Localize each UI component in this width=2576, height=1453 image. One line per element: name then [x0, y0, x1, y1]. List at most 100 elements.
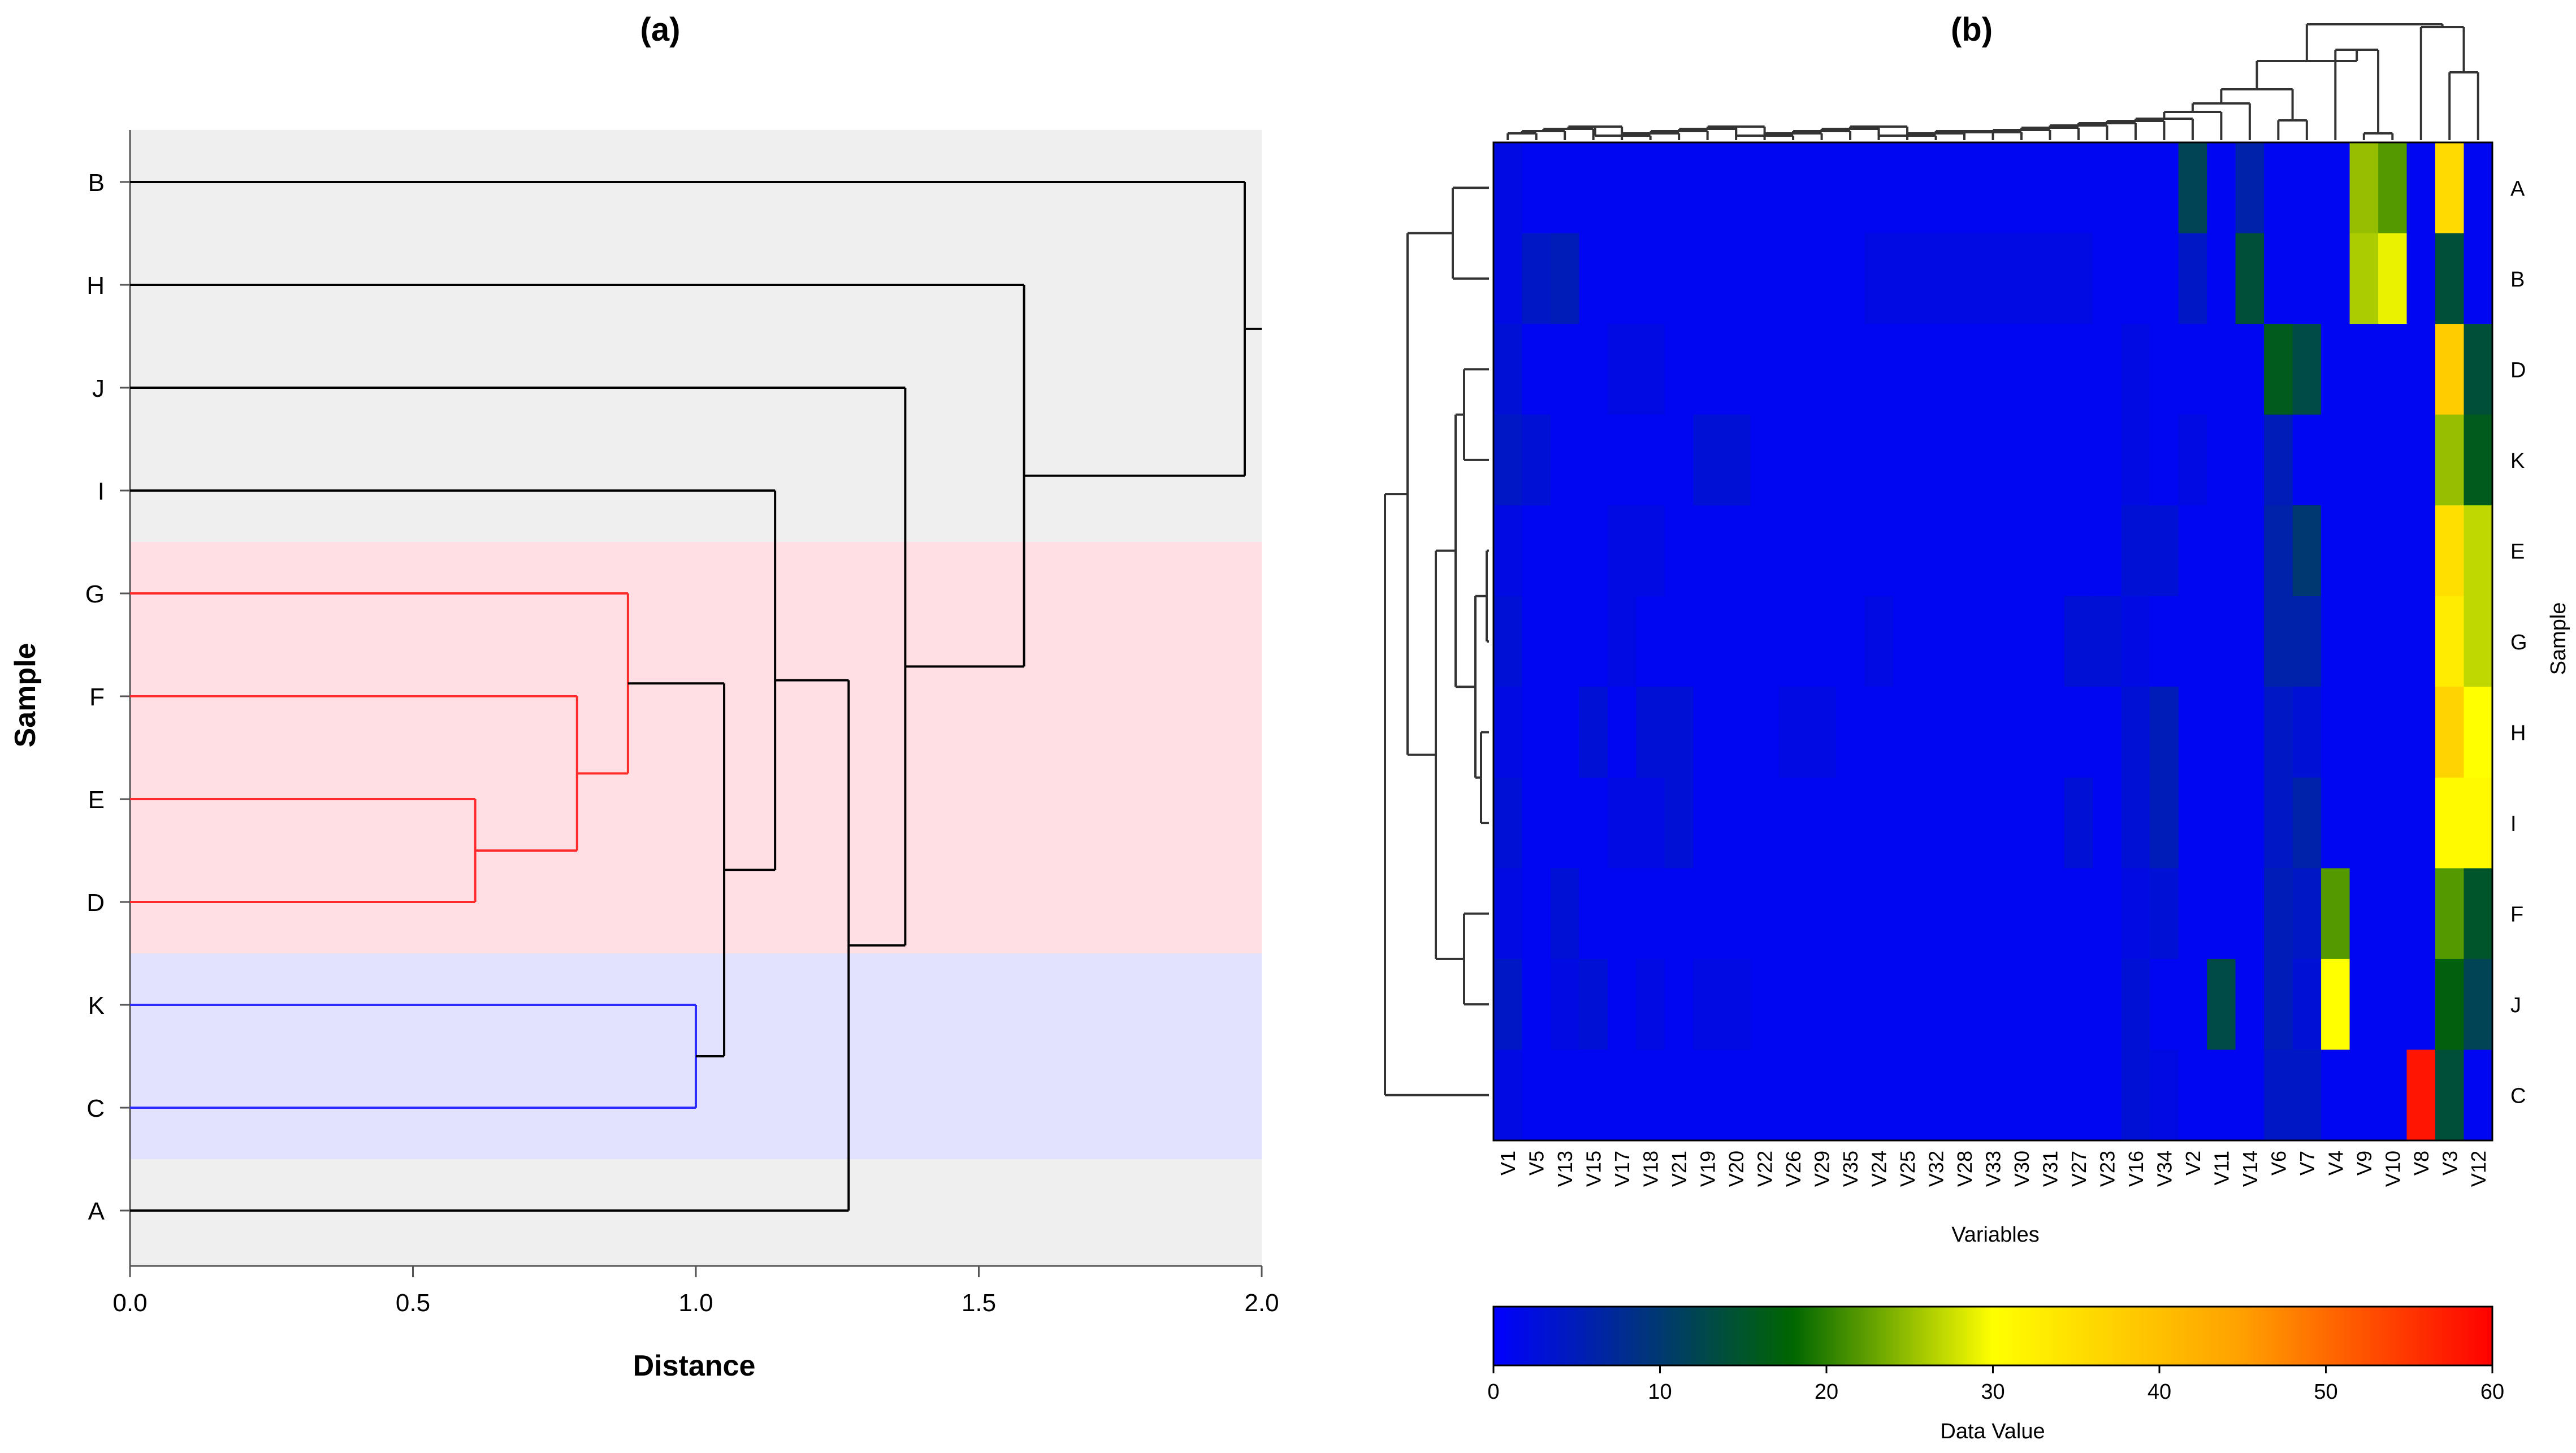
row-label: E: [2510, 540, 2525, 563]
row-label: H: [2510, 722, 2526, 745]
heatmap-cell: [2406, 596, 2436, 687]
heatmap-cell: [1978, 777, 2008, 869]
heatmap-cell: [1522, 414, 1551, 506]
heatmap-cell: [1835, 687, 1865, 778]
heatmap-cell: [2064, 777, 2093, 869]
heatmap-cell: [1864, 777, 1894, 869]
heatmap-cell: [1807, 1049, 1837, 1141]
heatmap-cell: [1664, 505, 1694, 597]
x-tick-label: 0.5: [396, 1289, 430, 1317]
y-tick-label: G: [85, 580, 105, 608]
heatmap-cell: [1607, 777, 1637, 869]
y-tick-label: B: [88, 169, 105, 197]
heatmap-cell: [1664, 868, 1694, 960]
column-label: V14: [2239, 1151, 2262, 1187]
heatmap-cell: [2007, 142, 2036, 234]
heatmap-cell: [1550, 505, 1580, 597]
heatmap-cell: [2349, 777, 2379, 869]
heatmap-cell: [1750, 868, 1780, 960]
heatmap-cell: [1978, 868, 2008, 960]
heatmap-cell: [1721, 777, 1751, 869]
column-label: V2: [2181, 1151, 2205, 1176]
heatmap-cell: [2007, 1049, 2036, 1141]
column-label: V9: [2353, 1151, 2376, 1176]
heatmap-cell: [2178, 777, 2207, 869]
heatmap-cell: [1750, 505, 1780, 597]
heatmap-cell: [2406, 142, 2436, 234]
heatmap-cell: [2235, 414, 2265, 506]
heatmap-cell: [2264, 596, 2293, 687]
heatmap-cell: [2150, 687, 2179, 778]
heatmap-cell: [2349, 1049, 2379, 1141]
heatmap-cell: [1807, 777, 1837, 869]
heatmap-cell: [2292, 687, 2322, 778]
column-label: V31: [2038, 1151, 2062, 1187]
heatmap-cell: [1579, 687, 1608, 778]
heatmap-cell: [1750, 958, 1780, 1051]
row-label: D: [2510, 358, 2526, 382]
heatmap-cell: [1693, 142, 1722, 234]
heatmap-cell: [2121, 777, 2150, 869]
heatmap-cell: [1693, 1049, 1722, 1141]
cluster-bands: [130, 130, 1262, 1266]
column-label: V5: [1525, 1151, 1548, 1176]
heatmap-cell: [2378, 142, 2408, 234]
heatmap-cell: [2464, 233, 2493, 324]
heatmap-cell: [1978, 596, 2008, 687]
heatmap-cell: [2150, 868, 2179, 960]
heatmap-cell: [1835, 596, 1865, 687]
heatmap-cell: [2292, 233, 2322, 324]
heatmap-cell: [2150, 596, 2179, 687]
column-label: V22: [1754, 1151, 1777, 1187]
heatmap-cell: [2064, 324, 2093, 415]
heatmap-cell: [1893, 414, 1922, 506]
panel-b-title: (b): [1951, 11, 1993, 48]
heatmap-cell: [2349, 505, 2379, 597]
heatmap-cell: [1522, 142, 1551, 234]
heatmap-cell: [1778, 233, 1808, 324]
y-tick-label: F: [89, 683, 105, 711]
dendrogram-tree: [130, 181, 1262, 1212]
heatmap-cell: [1807, 142, 1837, 234]
heatmap-cell: [2264, 958, 2293, 1051]
heatmap-cell: [1607, 1049, 1637, 1141]
column-label: V32: [1925, 1151, 1948, 1187]
column-label: V7: [2296, 1151, 2319, 1176]
heatmap-cell: [2178, 1049, 2207, 1141]
heatmap-cell: [1978, 1049, 2008, 1141]
heatmap-cell: [2121, 596, 2150, 687]
heatmap-cell: [2007, 596, 2036, 687]
heatmap-cell: [2406, 324, 2436, 415]
row-label: C: [2510, 1085, 2526, 1108]
y-tick-label: J: [92, 375, 105, 402]
heatmap-cell: [2264, 687, 2293, 778]
colorbar-ticks: 0 10 20 30 40 50 60: [1487, 1365, 2504, 1404]
heatmap-cell: [1778, 414, 1808, 506]
heatmap-cell: [2178, 414, 2207, 506]
heatmap-cell: [2007, 687, 2036, 778]
heatmap-cell: [1522, 596, 1551, 687]
heatmap-cell: [2406, 233, 2436, 324]
heatmap-cell: [1550, 687, 1580, 778]
heatmap-cell: [2207, 958, 2236, 1051]
heatmap-cell: [2406, 505, 2436, 597]
heatmap-cell: [2036, 505, 2065, 597]
heatmap-cell: [1664, 777, 1694, 869]
column-label: V30: [2010, 1151, 2033, 1187]
heatmap-cell: [2121, 505, 2150, 597]
heatmap-cell: [1636, 505, 1665, 597]
heatmap-cell: [2093, 142, 2122, 234]
heatmap-cell: [2064, 414, 2093, 506]
column-label: V24: [1868, 1151, 1891, 1187]
heatmap-cell: [2036, 777, 2065, 869]
heatmap-cell: [2264, 505, 2293, 597]
heatmap-cell: [1978, 687, 2008, 778]
colorbar-tick-label: 0: [1487, 1380, 1499, 1404]
heatmap-cell: [1750, 324, 1780, 415]
heatmap-cell: [1921, 233, 1951, 324]
heatmap-cell: [2178, 596, 2207, 687]
heatmap-cell: [1693, 596, 1722, 687]
heatmap-cell: [1893, 324, 1922, 415]
heatmap-cell: [1750, 1049, 1780, 1141]
heatmap-cell: [1778, 596, 1808, 687]
